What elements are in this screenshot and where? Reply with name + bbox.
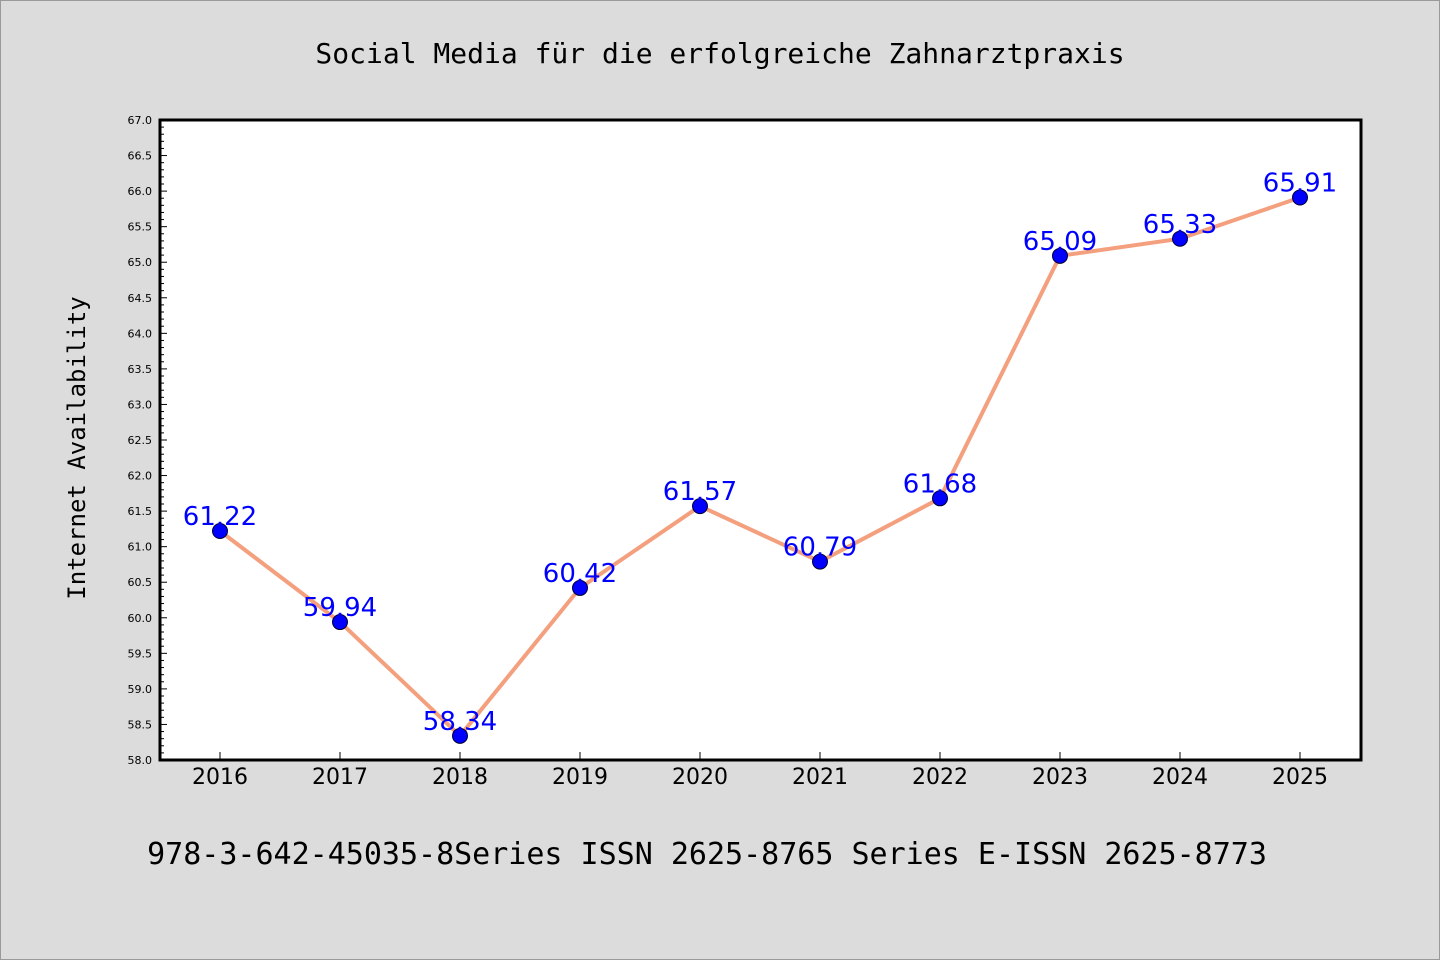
data-label: 58.34 — [423, 707, 497, 737]
data-label: 61.57 — [663, 477, 737, 507]
x-tick-label: 2018 — [432, 765, 488, 790]
y-tick-label: 66.0 — [128, 185, 153, 198]
y-tick-label: 64.5 — [128, 292, 153, 305]
data-label: 61.68 — [903, 469, 977, 499]
y-tick-label: 59.5 — [128, 647, 153, 660]
plot-area — [158, 118, 1363, 762]
data-point-marker — [1052, 247, 1068, 264]
y-tick-label: 62.5 — [128, 434, 153, 447]
series-group: 61.22 59.94 58.34 60.42 61.57 60.79 61.68 65.09… — [183, 169, 1337, 744]
y-tick-label: 61.5 — [128, 505, 153, 518]
x-tick-label: 2023 — [1032, 765, 1088, 790]
y-tick-label: 63.0 — [128, 398, 153, 411]
y-tick-label: 59.0 — [128, 683, 153, 696]
x-axis-ticks: 2016 2017 2018 2019 2020 2021 2022 2023 2024 2025 — [192, 752, 1328, 790]
x-tick-label: 2019 — [552, 765, 608, 790]
y-tick-label: 60.5 — [128, 576, 153, 589]
data-point-marker — [572, 579, 588, 596]
y-tick-label: 58.5 — [128, 718, 153, 731]
data-point-marker — [692, 498, 708, 515]
y-tick-label: 63.5 — [128, 363, 153, 376]
data-point-marker — [452, 727, 468, 744]
data-point-marker — [1292, 189, 1308, 206]
series-line — [218, 195, 1302, 738]
data-label: 60.42 — [543, 559, 617, 589]
data-label: 65.33 — [1143, 210, 1217, 240]
data-point-marker — [932, 490, 948, 507]
isbn-issn-footer: 978-3-642-45035-8Series ISSN 2625-8765 S… — [147, 837, 1267, 872]
data-label: 65.91 — [1263, 169, 1337, 199]
chart-title: Social Media für die erfolgreiche Zahnar… — [315, 37, 1124, 70]
y-axis-ticks: 58.0 58.5 59.0 59.5 60.0 60.5 61.0 61.5 62.0 62.5… — [128, 114, 167, 767]
x-tick-label: 2017 — [312, 765, 368, 790]
y-tick-label: 67.0 — [128, 114, 153, 127]
y-tick-label: 66.5 — [128, 150, 153, 163]
y-tick-label: 62.0 — [128, 470, 153, 483]
data-label: 59.94 — [303, 593, 377, 623]
data-label: 61.22 — [183, 502, 257, 532]
data-label: 65.09 — [1023, 227, 1097, 257]
x-tick-label: 2016 — [192, 765, 248, 790]
data-label: 60.79 — [783, 533, 857, 563]
x-tick-label: 2025 — [1272, 765, 1328, 790]
y-tick-label: 61.0 — [128, 541, 153, 554]
y-tick-label: 58.0 — [128, 754, 153, 767]
y-tick-label: 60.0 — [128, 612, 153, 625]
data-point-marker — [212, 523, 228, 540]
x-tick-label: 2021 — [792, 765, 848, 790]
y-tick-label: 65.0 — [128, 256, 153, 269]
y-tick-label: 64.0 — [128, 327, 153, 340]
y-tick-label: 65.5 — [128, 221, 153, 234]
data-point-marker — [812, 553, 828, 570]
data-point-marker — [1172, 230, 1188, 247]
y-axis-label: Internet Availability — [63, 296, 91, 599]
x-tick-label: 2024 — [1152, 765, 1208, 790]
x-tick-label: 2022 — [912, 765, 968, 790]
x-tick-label: 2020 — [672, 765, 728, 790]
data-point-marker — [332, 614, 348, 631]
